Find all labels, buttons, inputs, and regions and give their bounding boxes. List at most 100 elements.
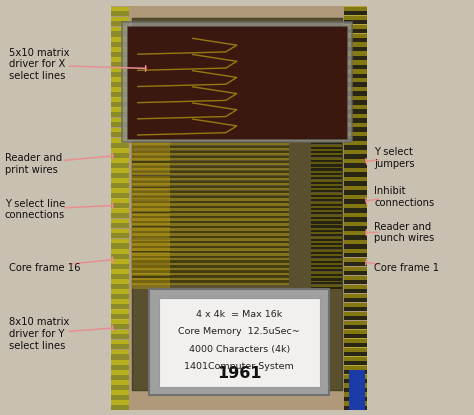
Bar [344,240,367,249]
Bar [132,280,289,285]
Bar [111,57,129,62]
Bar [344,249,367,253]
Bar [311,158,342,162]
Text: Core frame 16: Core frame 16 [9,263,81,273]
Bar [311,180,342,184]
Bar [344,348,367,356]
Bar [132,210,289,215]
Bar [132,278,170,289]
Bar [344,195,367,199]
Bar [311,241,342,243]
Bar [311,175,342,179]
Bar [111,107,129,117]
Bar [111,17,129,27]
Bar [344,222,367,231]
Bar [311,144,342,149]
Bar [311,166,342,171]
Bar [311,263,342,265]
Bar [344,285,367,289]
Bar [344,312,367,316]
Bar [311,202,342,205]
Bar [311,254,342,258]
Text: Inhibit
connections: Inhibit connections [374,186,435,208]
Bar [344,88,367,96]
Bar [132,200,289,205]
Bar [344,141,367,150]
Bar [311,184,342,188]
Bar [344,78,367,87]
Text: 4 x 4k  = Max 16k: 4 x 4k = Max 16k [196,310,283,319]
Bar [127,27,347,139]
Bar [311,228,342,230]
Bar [111,47,129,51]
Bar [132,201,170,212]
Bar [132,146,289,150]
Bar [132,151,289,153]
Bar [132,206,289,208]
Bar [311,219,342,221]
Bar [132,239,170,251]
Bar [132,186,289,190]
Bar [344,24,367,33]
Bar [111,37,129,46]
Bar [111,269,129,279]
Bar [311,180,342,182]
Bar [132,255,289,260]
Bar [111,400,129,410]
Bar [111,98,129,102]
Bar [344,60,367,65]
Bar [132,235,289,240]
Bar [311,245,342,247]
Bar [344,276,367,280]
Bar [344,258,367,266]
Bar [111,128,129,132]
Bar [311,197,342,201]
Bar [311,219,342,223]
Bar [111,107,129,112]
Bar [111,37,129,42]
Text: Reader and
print wires: Reader and print wires [5,153,62,175]
Bar [311,250,342,254]
Bar [311,188,342,193]
Bar [344,356,367,365]
Bar [344,401,367,405]
Bar [311,210,342,212]
Bar [132,205,289,210]
Bar [311,149,342,153]
Bar [132,211,289,213]
Bar [311,276,342,278]
Bar [311,276,342,280]
Bar [311,215,342,217]
Bar [311,237,342,241]
Bar [311,281,342,283]
Bar [111,138,129,148]
Bar [344,303,367,311]
Bar [344,330,367,334]
Bar [111,370,129,375]
Bar [111,239,129,249]
Bar [132,220,289,225]
Bar [111,339,129,344]
Bar [311,237,342,239]
Bar [111,87,129,92]
Bar [132,176,170,187]
Bar [132,226,289,228]
Bar [111,158,129,163]
Bar [132,181,289,183]
Bar [311,140,342,142]
Bar [132,261,289,263]
Bar [344,258,367,262]
Bar [132,271,289,273]
Bar [111,118,129,127]
Bar [132,270,289,275]
Bar [311,259,342,261]
Bar [344,16,367,24]
Bar [111,209,129,218]
Bar [344,141,367,145]
Bar [311,188,342,190]
Bar [132,141,289,145]
Bar [111,279,129,289]
Bar [311,162,342,164]
Bar [344,222,367,226]
Bar [344,249,367,257]
